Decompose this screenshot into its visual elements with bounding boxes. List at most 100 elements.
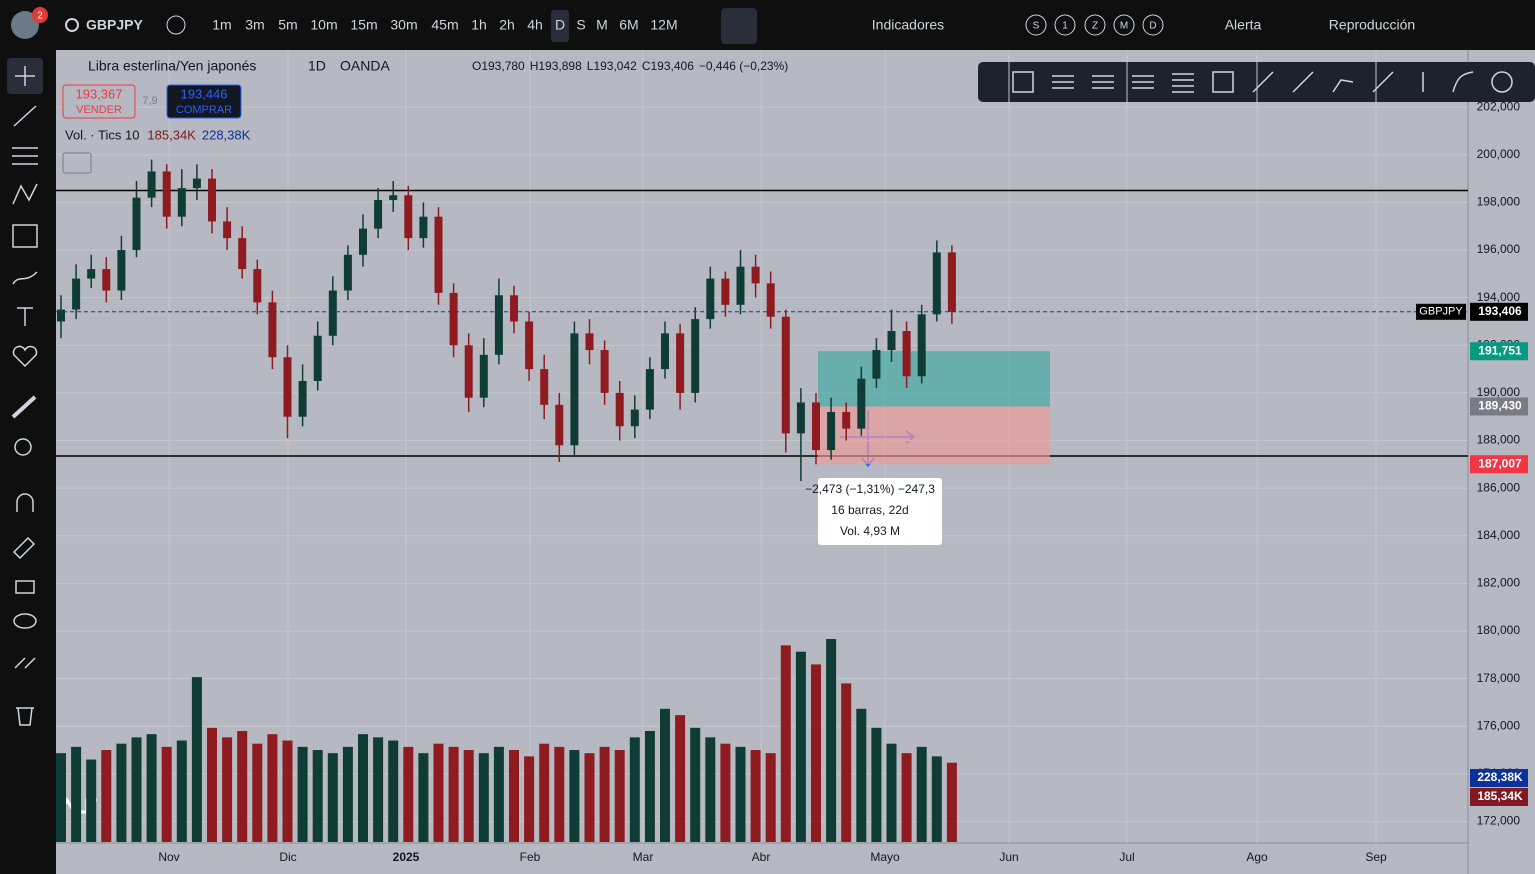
layout-circle[interactable] [1054, 14, 1076, 36]
interval[interactable]: 12M [650, 17, 677, 33]
candle-body [208, 178, 216, 222]
hide[interactable] [13, 613, 37, 629]
candle-body [419, 216, 428, 239]
interval[interactable]: 6M [619, 17, 638, 33]
candle-body [328, 290, 337, 336]
position-tag-bg [1470, 397, 1528, 416]
layout[interactable]: M [1120, 21, 1128, 32]
last-price-tag-bg [1470, 302, 1528, 321]
y-tick-label: 178,000 [1477, 671, 1521, 685]
layout-circle[interactable] [1113, 14, 1135, 36]
volume-bar [327, 753, 338, 842]
interval[interactable]: 1m [212, 17, 231, 33]
collapse-btn[interactable] [62, 152, 92, 174]
layout-circle[interactable] [1084, 14, 1106, 36]
chart-area [56, 50, 1468, 843]
candle-body [842, 411, 851, 429]
candle-body [827, 411, 836, 451]
tool[interactable] [1172, 73, 1194, 93]
brush-tool[interactable] [12, 271, 38, 285]
replay[interactable]: Reproducción [1329, 17, 1415, 33]
interval[interactable]: S [576, 17, 585, 33]
tool[interactable] [1132, 75, 1154, 89]
candle-body [147, 171, 156, 198]
buy-label[interactable]: COMPRAR [176, 104, 232, 116]
active-interval-bg [551, 10, 569, 42]
favorites[interactable] [12, 345, 38, 368]
volume-bar [131, 737, 142, 842]
crosshair[interactable] [15, 66, 35, 86]
candle-body [540, 369, 549, 405]
layout[interactable]: D [1149, 21, 1156, 32]
volume-bar [433, 743, 444, 842]
left-toolbar-icons [7, 58, 43, 726]
trend-line[interactable] [13, 105, 37, 127]
interval[interactable]: M [596, 17, 608, 33]
link[interactable] [14, 657, 36, 669]
interval[interactable]: 3m [245, 17, 264, 33]
volume-bar [705, 737, 716, 842]
candle-body [555, 404, 564, 446]
layout-circle[interactable] [1025, 14, 1047, 36]
tool[interactable] [1491, 71, 1513, 93]
volume-bar [282, 740, 293, 842]
drawing-toolbar-icons [1012, 71, 1513, 93]
text-tool[interactable] [17, 307, 33, 326]
sell-label[interactable]: VENDER [76, 104, 122, 116]
trash[interactable] [16, 707, 34, 726]
candle-body [872, 350, 881, 379]
interval[interactable]: 45m [431, 17, 458, 33]
volume-bar [56, 753, 66, 842]
interval[interactable]: 5m [278, 17, 297, 33]
symbol[interactable]: GBPJPY [86, 17, 143, 33]
sell-price[interactable]: 193,367 [76, 86, 123, 101]
layout[interactable]: Z [1092, 21, 1098, 32]
candle-body [781, 316, 790, 434]
interval[interactable]: D [555, 17, 565, 33]
position-loss [818, 406, 1050, 465]
volume-bar [493, 746, 504, 842]
interval[interactable]: 1h [471, 17, 487, 33]
tool[interactable] [1252, 71, 1474, 93]
avatar[interactable] [11, 11, 39, 39]
x-tick-label: Sep [1365, 850, 1387, 864]
tool[interactable] [1212, 71, 1234, 93]
pattern-tool[interactable] [12, 183, 38, 205]
zoom[interactable] [14, 438, 32, 456]
tool[interactable] [1012, 71, 1034, 93]
alert[interactable]: Alerta [1225, 17, 1262, 33]
volume-bar [811, 664, 821, 842]
candle-body [600, 350, 609, 393]
interval[interactable]: 4h [527, 17, 543, 33]
legend-name: Libra esterlina/Yen japonés [88, 58, 256, 74]
volume-bar [629, 737, 640, 842]
stay-drawing[interactable] [12, 536, 36, 560]
interval[interactable]: 2h [499, 17, 515, 33]
layout[interactable]: 1 [1062, 21, 1068, 32]
tool[interactable] [1092, 75, 1114, 89]
ruler[interactable] [11, 395, 37, 419]
fib-tool[interactable] [12, 147, 38, 165]
layout[interactable]: S [1033, 21, 1040, 32]
x-tick-label: Abr [752, 850, 771, 864]
indicators[interactable]: Indicadores [872, 17, 944, 33]
lock[interactable] [15, 580, 35, 594]
y-tick-label: 186,000 [1477, 480, 1521, 494]
interval[interactable]: 15m [350, 17, 377, 33]
interval[interactable]: 10m [310, 17, 337, 33]
layout-circle[interactable] [1142, 14, 1164, 36]
search-icon[interactable] [65, 18, 79, 32]
x-tick-label: Ago [1246, 850, 1268, 864]
candle-body [268, 302, 277, 358]
forecast-tool[interactable] [12, 224, 38, 248]
tool[interactable] [1052, 75, 1074, 89]
candle-body [706, 278, 715, 320]
candle-body [630, 409, 639, 427]
magnet[interactable] [16, 493, 34, 512]
add-symbol[interactable] [166, 15, 186, 35]
candle-body [177, 188, 186, 217]
buy-price[interactable]: 193,446 [181, 86, 228, 101]
interval[interactable]: 30m [390, 17, 417, 33]
candle-body [917, 314, 926, 377]
candle-body [117, 250, 126, 291]
